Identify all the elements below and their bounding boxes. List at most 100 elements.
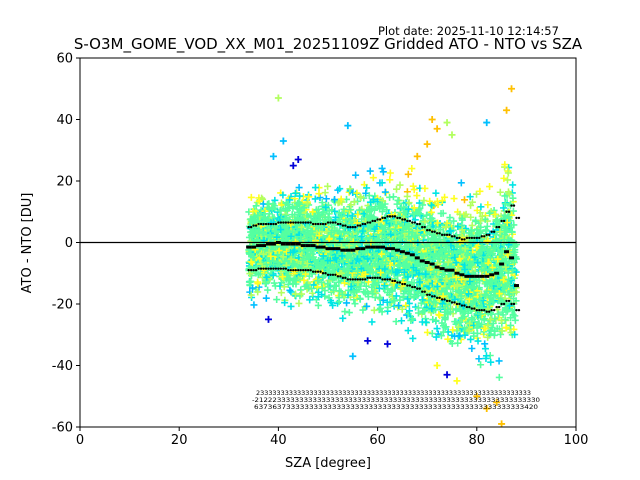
stddev-marker [426,293,429,296]
stddev-marker [388,215,392,218]
scatter-point [484,259,492,267]
scatter-point [403,311,411,319]
scatter-point [263,224,271,232]
stddev-marker [361,278,364,281]
stddev-marker [381,216,384,220]
stddev-marker [383,216,387,220]
stddev-marker [480,308,483,312]
scatter-point [370,306,378,314]
stddev-marker [262,222,265,226]
scatter-point [431,275,439,283]
scatter-point [405,262,413,270]
stddev-marker [393,215,397,218]
scatter-point [324,257,332,265]
scatter-point [391,225,399,233]
scatter-point [341,308,349,316]
mean-marker [489,273,495,277]
stddev-marker [492,230,496,233]
scatter-point [331,254,339,262]
stddev-marker [465,236,469,240]
scatter-point [320,260,328,268]
outlier-point [349,352,357,360]
scatter-point [282,231,290,239]
y-tick-label: 60 [56,52,73,67]
mean-marker [494,271,500,275]
stddev-marker [475,308,478,312]
stddev-marker [269,222,273,226]
scatter-point [457,276,465,284]
scatter-point [417,221,425,229]
scatter-point [483,222,491,230]
scatter-point [482,354,490,362]
scatter-point [378,164,386,172]
scatter-point [492,276,500,284]
scatter-point [310,281,318,289]
scatter-point [417,299,425,307]
scatter-point [473,206,481,214]
scatter-point [432,317,440,325]
stddev-marker [430,230,434,233]
stddev-marker [373,219,377,223]
scatter-point [396,296,404,304]
scatter-point [291,189,299,197]
stddev-marker [396,216,399,220]
scatter-point [450,217,458,225]
scatter-point [378,250,386,258]
scatter-point [473,324,481,332]
stddev-marker [495,305,498,309]
scatter-point [477,260,485,268]
scatter-point [469,284,477,292]
scatter-point [387,211,395,219]
stddev-marker [475,236,478,240]
scatter-point [509,194,517,202]
scatter-point [386,176,394,184]
mean-marker [310,244,316,248]
stddev-marker [473,236,476,240]
stddev-marker [297,268,300,272]
stddev-marker [458,236,461,240]
scatter-point [305,254,313,262]
scatter-point [502,324,510,332]
mean-marker [355,247,361,251]
scatter-point [404,327,412,335]
scatter-point [501,161,509,169]
stddev-marker [321,222,325,226]
stddev-marker [505,299,508,303]
outlier-point [473,392,481,400]
stddev-marker [470,236,474,240]
stddev-marker [488,233,491,237]
stddev-marker [421,290,424,293]
stddev-marker [386,215,389,218]
scatter-point [324,280,332,288]
stddev-marker [478,308,481,312]
stddev-marker [316,270,320,273]
scatter-point [503,219,511,227]
scatter-point [463,257,471,265]
scatter-point [279,273,287,281]
scatter-point [289,203,297,211]
scatter-point [263,273,271,281]
scatter-point [397,203,405,211]
scatter-point [354,267,362,275]
stddev-marker [349,225,352,229]
scatter-point [386,252,394,260]
stddev-marker [341,224,345,227]
scatter-point [346,185,354,193]
scatter-point [472,217,480,225]
stddev-marker [277,267,280,270]
stddev-marker [418,287,421,290]
scatter-point [278,279,286,287]
scatter-point [491,327,499,335]
stddev-marker [453,301,456,304]
scatter-point [437,332,445,340]
scatter-point [357,265,365,273]
scatter-point [491,314,499,322]
scatter-point [444,258,452,266]
stddev-marker [287,268,290,272]
stddev-marker [274,267,278,270]
scatter-point [367,253,375,261]
scatter-point [254,229,262,237]
mean-marker [399,250,405,254]
scatter-point [338,252,346,260]
scatter-point [496,228,504,236]
